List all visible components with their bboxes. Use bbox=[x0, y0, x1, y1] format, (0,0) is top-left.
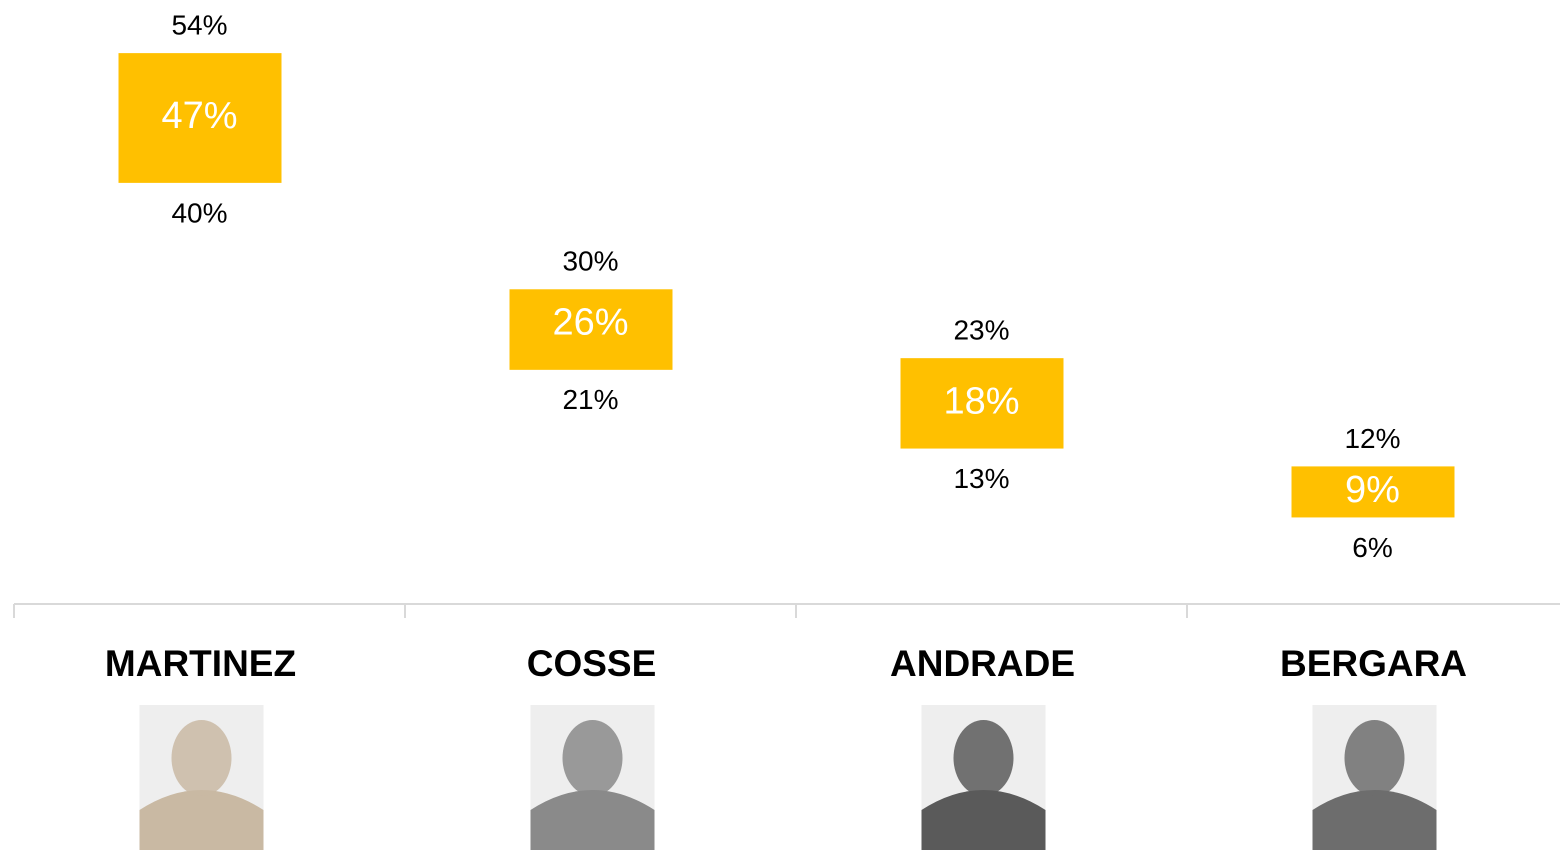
low-label: 6% bbox=[1352, 532, 1392, 563]
photo-head bbox=[172, 720, 232, 796]
high-label: 12% bbox=[1344, 423, 1400, 454]
low-label: 13% bbox=[953, 463, 1009, 494]
estimate-label: 18% bbox=[943, 380, 1019, 422]
estimate-label: 9% bbox=[1345, 469, 1400, 511]
photo-head bbox=[954, 720, 1014, 796]
candidate-photos bbox=[140, 705, 1437, 850]
high-label: 54% bbox=[171, 10, 227, 41]
category-label: ANDRADE bbox=[890, 643, 1075, 684]
chart: 47% 54% 40% MARTINEZ 26% 30% 21% COSSE 18% 23% 13%… bbox=[0, 0, 1560, 852]
low-label: 40% bbox=[171, 197, 227, 228]
photo-head bbox=[1345, 720, 1405, 796]
low-label: 21% bbox=[562, 384, 618, 415]
category-label: MARTINEZ bbox=[105, 643, 296, 684]
high-label: 30% bbox=[562, 246, 618, 277]
estimate-label: 26% bbox=[552, 302, 628, 344]
high-label: 23% bbox=[953, 315, 1009, 346]
estimate-label: 47% bbox=[161, 95, 237, 137]
category-label: COSSE bbox=[527, 643, 657, 684]
category-label: BERGARA bbox=[1280, 643, 1467, 684]
axis-ticks bbox=[14, 604, 1187, 618]
photo-head bbox=[563, 720, 623, 796]
